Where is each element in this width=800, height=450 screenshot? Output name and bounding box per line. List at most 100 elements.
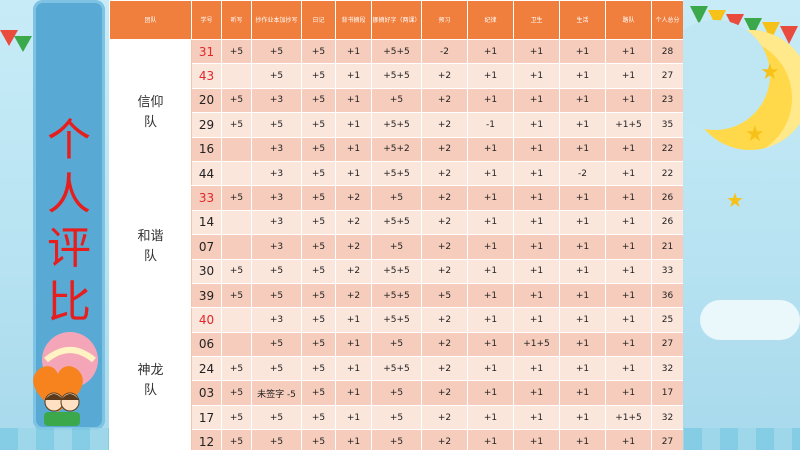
score-cell: +5 — [251, 258, 302, 284]
score-cell: +5+5 — [371, 282, 422, 309]
score-cell: +1 — [513, 87, 560, 114]
score-cell: +1 — [467, 404, 514, 431]
score-cell: +5 — [301, 136, 336, 162]
score-cell: +5+5 — [371, 38, 422, 65]
score-cell: +1 — [467, 136, 514, 162]
score-cell — [221, 136, 252, 162]
score-cell: +1 — [335, 429, 372, 450]
total-score: 21 — [651, 234, 683, 260]
score-cell: +5 — [301, 87, 336, 114]
student-id: 07 — [191, 234, 222, 260]
total-score: 27 — [651, 331, 683, 358]
student-id: 29 — [191, 112, 222, 138]
score-cell: +5 — [301, 282, 336, 309]
student-id: 31 — [191, 38, 222, 65]
score-cell: +2 — [421, 404, 468, 431]
table-row: 44 +3 +5 +1 +5+5 +2 +1 +1 -2 +1 22 — [110, 160, 683, 187]
score-cell: +5+5 — [371, 160, 422, 187]
score-cell: +1 — [513, 160, 560, 187]
student-id: 43 — [191, 63, 222, 89]
table-row: 29 +5 +5 +5 +1 +5+5 +2 -1 +1 +1 +1+5 35 — [110, 112, 683, 138]
score-cell — [221, 209, 252, 236]
score-cell: +1 — [467, 160, 514, 187]
score-cell: +5 — [301, 356, 336, 382]
star-icon: ★ — [726, 188, 744, 212]
score-cell: +1 — [335, 87, 372, 114]
score-cell: +1 — [559, 331, 606, 358]
title-char: 评 — [47, 223, 91, 274]
score-cell: +2 — [421, 234, 468, 260]
student-id: 39 — [191, 282, 222, 309]
score-cell: +5 — [301, 112, 336, 138]
score-cell: +1+5 — [605, 112, 652, 138]
score-cell: +2 — [421, 429, 468, 450]
table-row: 30 +5 +5 +5 +2 +5+5 +2 +1 +1 +1 +1 33 — [110, 258, 683, 284]
score-cell: -2 — [559, 160, 606, 187]
score-cell: +5 — [301, 258, 336, 284]
score-cell: +1 — [513, 234, 560, 260]
score-cell: +1 — [513, 63, 560, 89]
score-cell: +1 — [513, 404, 560, 431]
score-table: 团队 学号 听写 抄作业本加抄写 日记 背书摘段 挪摘好字（两课） 预习 纪律 卫生 生活 路队 个人总… — [109, 0, 683, 450]
score-cell: +1 — [559, 112, 606, 138]
score-cell: +2 — [421, 307, 468, 333]
score-cell: +5 — [371, 87, 422, 114]
score-cell: +2 — [421, 209, 468, 236]
score-cell: +1 — [559, 258, 606, 284]
score-cell: +1 — [559, 136, 606, 162]
score-cell: +1 — [513, 136, 560, 162]
score-cell: +1 — [335, 112, 372, 138]
score-cell: +1 — [605, 234, 652, 260]
score-cell: +5 — [221, 380, 252, 406]
table-row: 43 +5 +5 +1 +5+5 +2 +1 +1 +1 +1 27 — [110, 63, 683, 89]
score-cell: +1 — [559, 38, 606, 65]
table-header-row: 团队 学号 听写 抄作业本加抄写 日记 背书摘段 挪摘好字（两课） 预习 纪律 卫生 生活 路队 个人总… — [109, 0, 683, 40]
score-cell: +2 — [335, 185, 372, 211]
score-cell: +5 — [371, 380, 422, 406]
score-cell: +5 — [221, 38, 252, 65]
score-cell: +5 — [301, 234, 336, 260]
score-cell: +1 — [335, 356, 372, 382]
score-cell: +5 — [251, 282, 302, 309]
score-cell: +1+5 — [513, 331, 560, 358]
table-row: 06 +5 +5 +1 +5 +2 +1 +1+5 +1 +1 27 — [110, 331, 683, 358]
score-cell: +5 — [301, 63, 336, 89]
score-cell: +2 — [421, 160, 468, 187]
title-char: 比 — [47, 277, 91, 328]
student-id: 40 — [191, 307, 222, 333]
table-row: 14 +3 +5 +2 +5+5 +2 +1 +1 +1 +1 26 — [110, 209, 683, 236]
score-cell: +1 — [513, 307, 560, 333]
score-cell: +1 — [467, 282, 514, 309]
score-cell: +1 — [513, 38, 560, 65]
student-id: 33 — [191, 185, 222, 211]
score-cell: +5 — [371, 404, 422, 431]
score-cell: +5 — [421, 282, 468, 309]
score-cell: +5 — [301, 160, 336, 187]
score-cell: +1 — [335, 63, 372, 89]
score-cell: +5 — [251, 63, 302, 89]
total-score: 33 — [651, 258, 683, 284]
score-cell: +2 — [421, 185, 468, 211]
cloud-decoration — [700, 300, 800, 340]
score-cell — [221, 160, 252, 187]
total-score: 32 — [651, 356, 683, 382]
column-header: 纪律 — [467, 0, 514, 40]
student-id: 06 — [191, 331, 222, 358]
score-cell: +2 — [421, 136, 468, 162]
score-cell: +5 — [221, 87, 252, 114]
score-cell: +2 — [421, 356, 468, 382]
table-row: 24 +5 +5 +5 +1 +5+5 +2 +1 +1 +1 +1 32 — [110, 356, 683, 382]
score-cell: +1 — [335, 307, 372, 333]
score-cell: +1 — [335, 38, 372, 65]
score-cell: +5 — [301, 38, 336, 65]
score-cell: +1 — [467, 63, 514, 89]
table-row: 20 +5 +3 +5 +1 +5 +2 +1 +1 +1 +1 23 — [110, 87, 683, 114]
score-cell: +5+5 — [371, 63, 422, 89]
score-cell: +1 — [605, 185, 652, 211]
total-score: 35 — [651, 112, 683, 138]
column-header: 路队 — [605, 0, 652, 40]
score-cell: +1 — [605, 307, 652, 333]
score-cell: +1 — [605, 429, 652, 450]
score-cell: +2 — [335, 258, 372, 284]
title-char: 个 — [47, 115, 91, 166]
